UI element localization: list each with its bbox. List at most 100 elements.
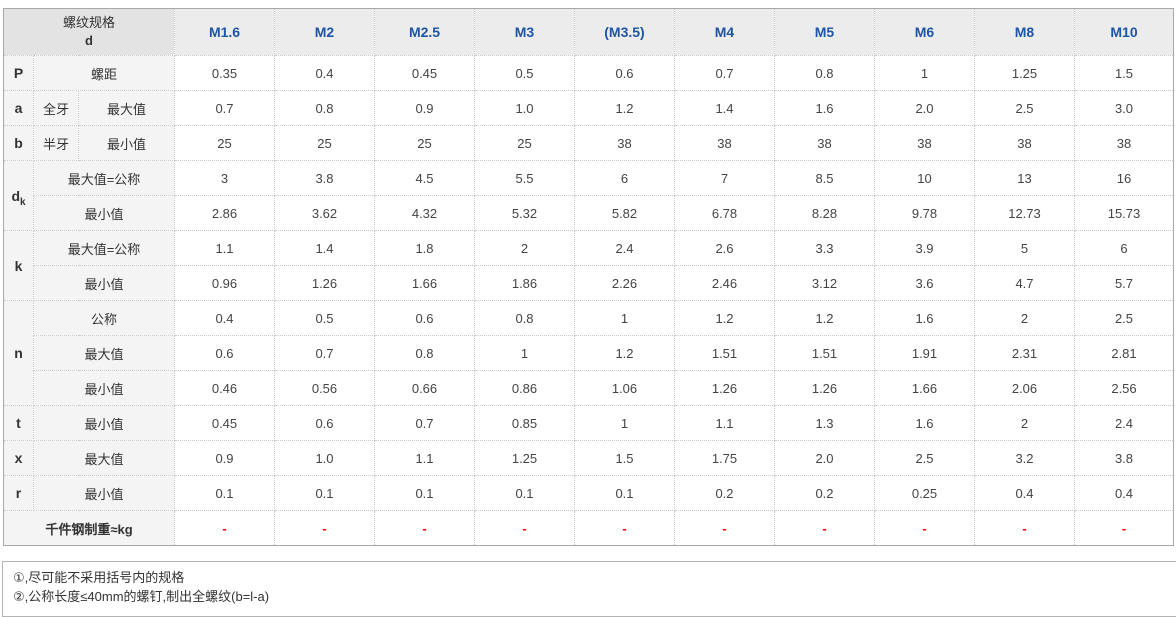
value-cell: 1.2 [574, 335, 675, 371]
table-row: 最小值 0.96 1.26 1.66 1.86 2.26 2.46 3.12 3.6 4.7 5.7 [4, 265, 1174, 301]
value-cell: 1.0 [274, 440, 375, 476]
value-cell: 1.75 [674, 440, 775, 476]
value-cell: 0.8 [774, 55, 875, 91]
value-cell: 2.56 [1074, 370, 1174, 406]
table-row: b 半牙 最小值 25 25 25 25 38 38 38 38 38 38 [3, 125, 1174, 161]
value-cell: 0.6 [574, 55, 675, 91]
value-cell: 4.7 [974, 265, 1075, 301]
value-cell: 2.31 [974, 335, 1075, 371]
row-desc-label: 最大值 [33, 440, 175, 476]
value-cell: 0.7 [274, 335, 375, 371]
value-cell: 1.2 [774, 300, 875, 336]
value-cell: - [374, 510, 475, 546]
value-cell: 0.46 [174, 370, 275, 406]
value-cell: 2 [974, 405, 1075, 441]
value-cell: 2.4 [1074, 405, 1174, 441]
column-header-M2.5: M2.5 [374, 8, 475, 56]
param-letter-text: n [14, 345, 23, 361]
value-cell: 12.73 [974, 195, 1075, 231]
value-cell: 2 [474, 230, 575, 266]
row-desc-label: 最小值 [33, 195, 175, 231]
table-row: t 最小值 0.45 0.6 0.7 0.85 1 1.1 1.3 1.6 2 2.4 [3, 405, 1174, 441]
table-row: 最小值 2.86 3.62 4.32 5.32 5.82 6.78 8.28 9.78 12.73… [4, 195, 1174, 231]
value-cell: 1.5 [574, 440, 675, 476]
param-letter-text: a [14, 100, 23, 116]
value-cell: 0.8 [274, 90, 375, 126]
table-row: k 最大值=公称 1.1 1.4 1.8 2 2.4 2.6 3.3 3.9 5 6 [3, 230, 1174, 301]
param-letter-n: n [3, 300, 34, 406]
row-desc-label: 最小值 [33, 405, 175, 441]
param-letter-text: x [14, 450, 23, 466]
value-cell: 3.9 [874, 230, 975, 266]
value-cell: 8.28 [774, 195, 875, 231]
value-cell: 2.0 [774, 440, 875, 476]
value-cell: 6 [574, 160, 675, 196]
table-notes: ①,尽可能不采用括号内的规格 ②,公称长度≤40mm的螺钉,制出全螺纹(b=l-… [2, 561, 1176, 617]
value-cell: 0.8 [374, 335, 475, 371]
value-cell: 38 [1074, 125, 1174, 161]
value-cell: 4.32 [374, 195, 475, 231]
value-cell: 0.4 [274, 55, 375, 91]
table-row: 千件钢制重≈kg - - - - - - - - - - [3, 510, 1174, 546]
value-cell: 6 [1074, 230, 1174, 266]
value-cell: 3.12 [774, 265, 875, 301]
value-cell: 1.66 [374, 265, 475, 301]
value-cell: 3.8 [1074, 440, 1174, 476]
value-cell: 2.6 [674, 230, 775, 266]
value-cell: 1.86 [474, 265, 575, 301]
value-cell: 25 [274, 125, 375, 161]
value-cell: 1.51 [774, 335, 875, 371]
value-cell: 0.9 [174, 440, 275, 476]
value-cell: 2.4 [574, 230, 675, 266]
value-cell: 0.45 [374, 55, 475, 91]
param-letter-dk: dk [3, 160, 34, 231]
value-cell: 4.5 [374, 160, 475, 196]
value-cell: 1.4 [674, 90, 775, 126]
table-row: n 公称 0.4 0.5 0.6 0.8 1 1.2 1.2 1.6 2 2.5 [3, 300, 1174, 406]
value-cell: 0.7 [174, 90, 275, 126]
value-cell: 1.1 [174, 230, 275, 266]
table-row: r 最小值 0.1 0.1 0.1 0.1 0.1 0.2 0.2 0.25 0.4 0.4 [3, 475, 1174, 511]
row-sublabel: 半牙 [33, 125, 79, 161]
value-cell: 0.1 [574, 475, 675, 511]
value-cell: 0.5 [474, 55, 575, 91]
table-row: dk 最大值=公称 3 3.8 4.5 5.5 6 7 8.5 10 13 16 [3, 160, 1174, 231]
note-2: ②,公称长度≤40mm的螺钉,制出全螺纹(b=l-a) [13, 589, 270, 604]
param-letter-k: k [3, 230, 34, 301]
value-cell: 1.51 [674, 335, 775, 371]
value-cell: 38 [974, 125, 1075, 161]
value-cell: 1.2 [574, 90, 675, 126]
value-cell: 0.86 [474, 370, 575, 406]
value-cell: 38 [774, 125, 875, 161]
value-cell: 1 [874, 55, 975, 91]
value-cell: 10 [874, 160, 975, 196]
value-cell: 0.56 [274, 370, 375, 406]
screw-spec-table: 螺纹规格 d M1.6 M2 M2.5 M3 (M3.5) M4 M5 M6 M8 M10 P 螺距… [3, 8, 1174, 546]
value-cell: 0.85 [474, 405, 575, 441]
value-cell: 5.7 [1074, 265, 1174, 301]
value-cell: 0.1 [374, 475, 475, 511]
value-cell: 0.9 [374, 90, 475, 126]
value-cell: 0.25 [874, 475, 975, 511]
value-cell: 1.5 [1074, 55, 1174, 91]
value-cell: - [774, 510, 875, 546]
value-cell: 7 [674, 160, 775, 196]
value-cell: 1 [574, 300, 675, 336]
value-cell: 1.66 [874, 370, 975, 406]
value-cell: 38 [674, 125, 775, 161]
value-cell: 0.2 [774, 475, 875, 511]
value-cell: 0.96 [174, 265, 275, 301]
value-cell: 38 [874, 125, 975, 161]
value-cell: 16 [1074, 160, 1174, 196]
value-cell: 1.6 [874, 405, 975, 441]
value-cell: 38 [574, 125, 675, 161]
row-desc-label: 螺距 [33, 55, 175, 91]
param-letter-x: x [3, 440, 34, 476]
value-cell: 0.7 [374, 405, 475, 441]
table-row: 最小值 0.46 0.56 0.66 0.86 1.06 1.26 1.26 1.66 2.06 2… [4, 370, 1174, 406]
value-cell: 13 [974, 160, 1075, 196]
value-cell: 0.1 [174, 475, 275, 511]
value-cell: 25 [474, 125, 575, 161]
column-header-M5: M5 [774, 8, 875, 56]
param-letter-t: t [3, 405, 34, 441]
